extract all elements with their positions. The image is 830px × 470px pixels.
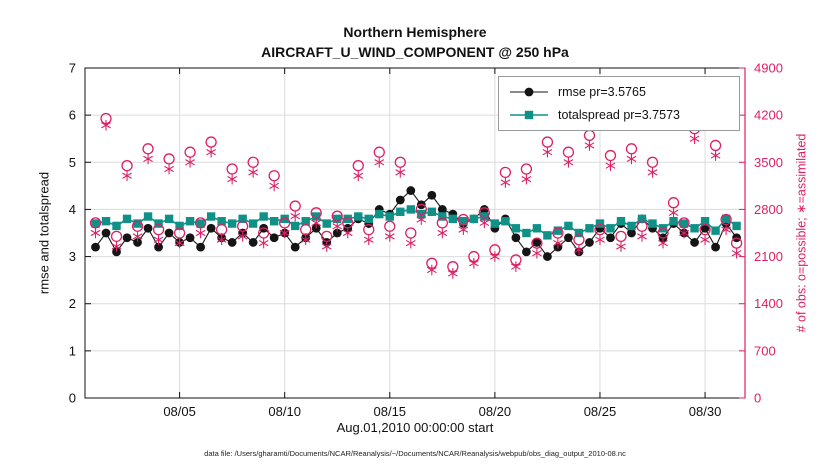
series-assimilated bbox=[90, 119, 742, 279]
left-tick-label: 0 bbox=[69, 391, 76, 406]
x-tick-label: 08/20 bbox=[479, 404, 512, 419]
axes: 0 1 2 3 4 5 6 7 0 700 1400 2100 2800 3500 4200 4900 08/0… bbox=[69, 61, 783, 420]
right-tick-label: 1400 bbox=[754, 296, 783, 311]
left-tick-label: 6 bbox=[69, 108, 76, 123]
x-tick-label: 08/30 bbox=[689, 404, 722, 419]
right-tick-label: 2800 bbox=[754, 202, 783, 217]
legend-label-totalspread: totalspread pr=3.7573 bbox=[558, 108, 680, 122]
left-tick-label: 3 bbox=[69, 249, 76, 264]
left-tick-label: 4 bbox=[69, 202, 76, 217]
legend-label-rmse: rmse pr=3.5765 bbox=[558, 85, 646, 99]
right-tick-label: 3500 bbox=[754, 155, 783, 170]
right-tick-label: 4900 bbox=[754, 61, 783, 76]
legend-marker-totalspread bbox=[510, 110, 548, 120]
data-file-caption: data file: /Users/gharamti/Documents/NCA… bbox=[204, 449, 626, 458]
x-tick-label: 08/05 bbox=[163, 404, 196, 419]
legend-item-rmse: rmse pr=3.5765 bbox=[508, 84, 730, 100]
x-tick-label: 08/15 bbox=[374, 404, 407, 419]
legend: rmse pr=3.5765 totalspread pr=3.7573 bbox=[498, 76, 740, 131]
series-totalspread bbox=[91, 205, 741, 240]
left-tick-label: 5 bbox=[69, 155, 76, 170]
left-tick-label: 1 bbox=[69, 343, 76, 358]
left-axis-label: rmse and totalspread bbox=[36, 171, 52, 295]
left-tick-label: 2 bbox=[69, 296, 76, 311]
x-axis-label: Aug.01,2010 00:00:00 start bbox=[336, 420, 494, 435]
legend-item-totalspread: totalspread pr=3.7573 bbox=[508, 107, 730, 123]
chart-title-line2: AIRCRAFT_U_WIND_COMPONENT @ 250 hPa bbox=[261, 44, 569, 60]
right-axis-label: # of obs: o=possible; ∗=assimilated bbox=[794, 133, 809, 333]
x-tick-label: 08/25 bbox=[584, 404, 617, 419]
x-tick-label: 08/10 bbox=[268, 404, 301, 419]
right-tick-label: 0 bbox=[754, 391, 761, 406]
chart-title-line1: Northern Hemisphere bbox=[343, 24, 487, 40]
legend-marker-rmse bbox=[510, 87, 548, 97]
right-tick-label: 2100 bbox=[754, 249, 783, 264]
right-tick-label: 700 bbox=[754, 343, 776, 358]
left-tick-label: 7 bbox=[69, 61, 76, 76]
series-possible bbox=[89, 112, 743, 273]
right-tick-label: 4200 bbox=[754, 108, 783, 123]
